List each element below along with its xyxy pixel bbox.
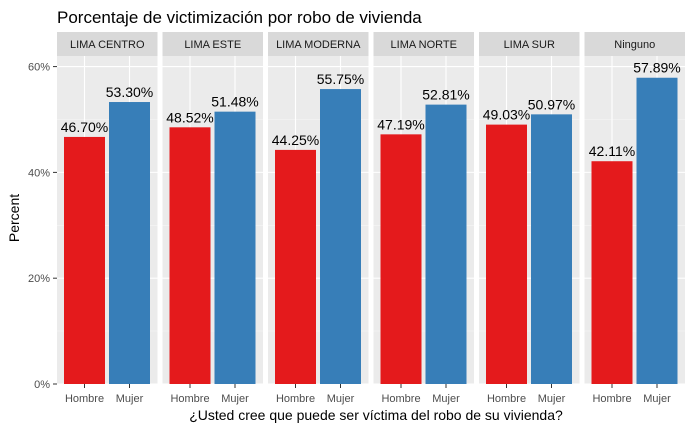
bar-hombre (275, 149, 316, 384)
bar-value-label: 53.30% (106, 84, 153, 100)
x-tick-label: Hombre (487, 393, 526, 405)
bar-value-label: 47.19% (377, 116, 424, 132)
facet-strip-label: LIMA SUR (504, 39, 555, 51)
bar-mujer (425, 104, 467, 384)
bar-hombre (591, 161, 633, 384)
y-axis-title: Percent (6, 194, 22, 242)
x-tick-label: Hombre (276, 393, 315, 405)
bar-hombre (486, 124, 527, 385)
x-axis-title: ¿Usted cree que puede ser víctima del ro… (189, 407, 563, 423)
facet-strip (162, 32, 263, 56)
x-tick-label: Mujer (221, 393, 249, 405)
x-tick-label: Hombre (170, 393, 209, 405)
y-tick-label: 20% (28, 273, 50, 285)
facet-strip-label: LIMA ESTE (184, 39, 241, 51)
bar-mujer (320, 89, 361, 384)
x-tick-label: Hombre (65, 393, 104, 405)
bar-value-label: 55.75% (317, 71, 364, 87)
bar-value-label: 46.70% (61, 119, 108, 135)
bar-value-label: 49.03% (483, 107, 530, 123)
facet-strip-label: LIMA MODERNA (276, 39, 361, 51)
facet-strip (268, 32, 369, 56)
bar-mujer (636, 77, 678, 384)
facet-panel: LIMA SUR 49.03% Hombre 50.97% Mujer (479, 32, 580, 405)
facet-panel: LIMA CENTRO 46.70% Hombre 53.30% Mujer (57, 32, 158, 405)
bar-value-label: 57.89% (633, 60, 680, 76)
bar-mujer (214, 111, 256, 385)
facet-strip (584, 32, 685, 56)
x-tick-label: Mujer (116, 393, 144, 405)
bar-value-label: 50.97% (528, 96, 575, 112)
y-tick-label: 60% (28, 62, 50, 74)
bar-hombre (64, 136, 105, 384)
y-tick-label: 0% (34, 379, 50, 391)
y-axis: 0% 20% 40% 60% (28, 62, 57, 391)
facet-strip-label: LIMA CENTRO (70, 39, 145, 51)
chart-title: Porcentaje de victimización por robo de … (57, 8, 422, 27)
x-tick-label: Mujer (538, 393, 566, 405)
y-tick-label: 40% (28, 167, 50, 179)
facet-panel: LIMA MODERNA 44.25% Hombre 55.75% Mujer (268, 32, 369, 405)
bar-value-label: 51.48% (211, 94, 258, 110)
facet-panel: LIMA NORTE 47.19% Hombre 52.81% Mujer (373, 32, 474, 405)
bar-value-label: 52.81% (422, 87, 469, 103)
facet-strip-label: Ninguno (614, 39, 655, 51)
facet-panel: LIMA ESTE 48.52% Hombre 51.48% Mujer (162, 32, 263, 405)
bar-mujer (531, 114, 572, 384)
x-tick-label: Mujer (327, 393, 355, 405)
bar-mujer (109, 102, 150, 384)
facet-strip (57, 32, 158, 56)
facet-panel: Ninguno 42.11% Hombre 57.89% Mujer (584, 32, 685, 405)
bar-hombre (380, 134, 422, 384)
x-tick-label: Mujer (643, 393, 671, 405)
facet-strip (373, 32, 474, 56)
facet-strip-label: LIMA NORTE (391, 39, 457, 51)
bar-value-label: 42.11% (589, 143, 635, 159)
x-tick-label: Hombre (381, 393, 420, 405)
x-tick-label: Mujer (432, 393, 460, 405)
facet-strip (479, 32, 580, 56)
bar-hombre (169, 127, 211, 385)
bar-value-label: 44.25% (272, 132, 319, 148)
bar-value-label: 48.52% (166, 109, 213, 125)
x-tick-label: Hombre (592, 393, 631, 405)
